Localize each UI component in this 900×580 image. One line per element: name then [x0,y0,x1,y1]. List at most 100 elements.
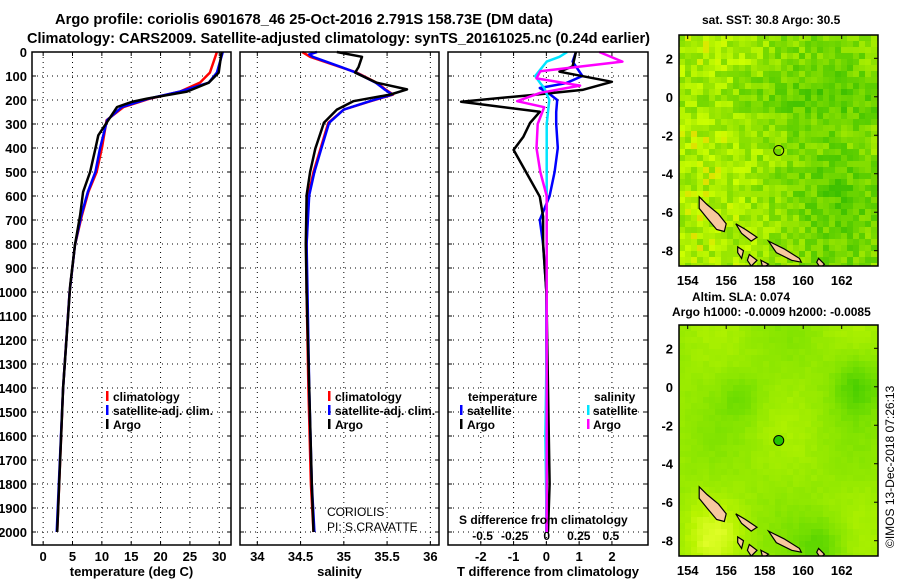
map-cell [841,463,847,469]
map-cell [859,149,865,155]
map-cell [697,439,703,445]
map-cell [865,325,871,331]
map-cell [733,239,739,245]
map-cell [745,343,751,349]
map-cell [679,505,685,511]
map-cell [805,403,811,409]
map-cell [685,191,691,197]
map-cell [871,197,877,203]
map-cell [805,227,811,233]
map-cell [841,421,847,427]
map-cell [823,209,829,215]
map-cell [715,427,721,433]
map-cell [757,517,763,523]
map-cell [847,203,853,209]
map-cell [835,41,841,47]
map-cell [829,41,835,47]
map-cell [859,41,865,47]
map-cell [727,263,733,266]
map-cell [733,475,739,481]
map-cell [811,487,817,493]
map-cell [703,191,709,197]
map-cell [739,445,745,451]
map-cell [811,457,817,463]
map-cell [871,547,877,553]
map-cell [697,547,703,553]
map-cell [739,101,745,107]
map-cell [769,191,775,197]
map-cell [859,367,865,373]
map-cell [787,451,793,457]
map-cell [733,257,739,263]
map-cell [781,361,787,367]
map-cell [685,113,691,119]
map-cell [757,197,763,203]
map-cell [835,487,841,493]
map-cell [769,373,775,379]
map-cell [739,355,745,361]
map-cell [733,143,739,149]
map-cell [847,35,853,41]
map-cell [703,59,709,65]
map-cell [733,179,739,185]
map-cell [745,77,751,83]
map-cell [811,325,817,331]
map-cell [715,433,721,439]
map-cell [751,349,757,355]
map-cell [691,119,697,125]
map-cell [685,203,691,209]
map-cell [847,185,853,191]
map-cell [781,245,787,251]
map-cell [817,251,823,257]
map-cell [787,173,793,179]
map-cell [751,155,757,161]
map-cell [769,361,775,367]
map-cell [853,227,859,233]
map-cell [793,137,799,143]
depth-tick-label: 500 [5,165,27,180]
map-cell [727,331,733,337]
map-cell [853,511,859,517]
map-cell [847,403,853,409]
map-cell [787,53,793,59]
map-cell [775,137,781,143]
map-cell [865,173,871,179]
legend-swatch-t-satellite [460,405,463,415]
map-cell [745,179,751,185]
map-cell [853,331,859,337]
map-cell [865,179,871,185]
map-cell [691,215,697,221]
map-cell [685,155,691,161]
map-cell [871,367,877,373]
series-s-argo [515,50,624,532]
map-cell [871,137,877,143]
map-cell [763,451,769,457]
map-cell [685,487,691,493]
map-cell [691,379,697,385]
map-cell [739,475,745,481]
map-cell [769,257,775,263]
lon-tick-label: 156 [715,273,737,288]
map-cell [781,185,787,191]
map-cell [727,83,733,89]
map-cell [793,203,799,209]
map-cell [751,221,757,227]
map-cell [745,263,751,266]
map-cell [751,239,757,245]
map-cell [799,463,805,469]
map-cell [709,451,715,457]
map-cell [841,167,847,173]
map-cell [721,325,727,331]
map-cell [727,119,733,125]
map-cell [841,251,847,257]
map-cell [811,553,817,556]
map-cell [691,41,697,47]
map-cell [859,517,865,523]
map-cell [793,373,799,379]
map-cell [721,251,727,257]
map-cell [871,65,877,71]
map-cell [817,209,823,215]
map-cell [691,101,697,107]
map-cell [805,215,811,221]
map-cell [847,451,853,457]
